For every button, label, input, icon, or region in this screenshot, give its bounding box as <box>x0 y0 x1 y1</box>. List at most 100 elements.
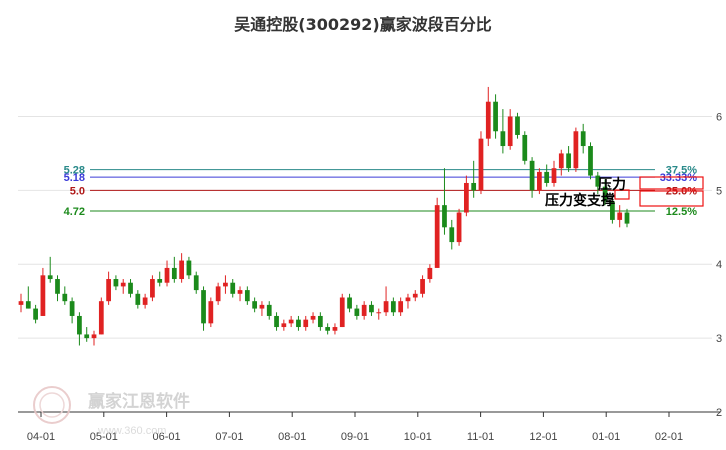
x-tick-label: 08-01 <box>278 431 306 443</box>
candle-body <box>566 153 571 169</box>
annotation-pressure-to-support: 压力变支撑 <box>545 192 615 209</box>
candle-body <box>558 153 564 169</box>
candle-body <box>77 315 82 335</box>
candle-body <box>464 182 469 213</box>
candle-body <box>223 282 228 287</box>
candle-body <box>84 334 90 339</box>
candle-body <box>500 131 506 147</box>
candle-body <box>91 334 97 339</box>
chart-title: 吴通控股(300292)赢家波段百分比 <box>234 15 491 34</box>
candle-body <box>244 290 250 302</box>
candle-body <box>55 279 60 294</box>
candlestick-series <box>18 86 630 346</box>
y-tick-label: 3 <box>716 333 722 345</box>
candle-body <box>537 171 542 191</box>
x-tick-label: 04-01 <box>27 431 55 443</box>
candle-body <box>390 301 396 313</box>
watermark: 赢家江恩软件 www.360.com <box>33 386 190 437</box>
x-tick-label: 05-01 <box>90 431 118 443</box>
candle-body <box>602 186 608 202</box>
candle-body <box>456 212 462 243</box>
candle-body <box>171 267 177 280</box>
x-tick-label: 07-01 <box>215 431 243 443</box>
candle-body <box>449 227 455 243</box>
candle-body <box>128 282 133 294</box>
candle-body <box>398 301 404 313</box>
y-tick-label: 6 <box>716 111 722 123</box>
candle-body <box>237 290 243 294</box>
y-axis: 2 3 4 5 6 <box>716 111 722 419</box>
candle-body <box>281 323 287 328</box>
candle-body <box>412 293 418 298</box>
candle-body <box>179 260 184 280</box>
percentage-levels: 5.28 37.5%5.18 33.33%5.0 25.0%4.72 12.5% <box>64 165 698 218</box>
x-tick-label: 02-01 <box>655 431 683 443</box>
x-tick-label: 12-01 <box>529 431 557 443</box>
annotation-marker <box>614 189 630 200</box>
level-value-label: 5.28 <box>64 165 85 177</box>
candle-body <box>551 168 557 183</box>
candle-body <box>33 308 38 320</box>
candle-body <box>193 275 199 291</box>
candle-body <box>405 297 411 302</box>
level-percent-label: 37.5% <box>666 165 697 177</box>
candle-body <box>339 297 345 328</box>
candle-body <box>157 279 163 283</box>
candle-body <box>369 304 374 313</box>
candle-body <box>485 101 491 139</box>
candle-body <box>266 304 272 316</box>
candle-body <box>493 101 498 132</box>
candle-body <box>310 315 316 320</box>
level-value-label: 4.72 <box>64 206 85 218</box>
candle-body <box>529 160 535 191</box>
candle-body <box>25 301 31 309</box>
candle-body <box>347 297 352 309</box>
candle-body <box>478 138 484 191</box>
candle-body <box>252 301 258 309</box>
candle-body <box>47 275 53 280</box>
candle-body <box>18 301 24 305</box>
y-tick-label: 4 <box>716 259 722 271</box>
candle-body <box>69 301 75 316</box>
candle-body <box>135 293 141 305</box>
candle-body <box>624 212 630 224</box>
candle-body <box>98 301 104 335</box>
candle-body <box>434 205 440 268</box>
y-tick-label: 5 <box>716 185 722 197</box>
candle-body <box>471 182 477 191</box>
candle-body <box>427 267 433 280</box>
candle-body <box>354 308 360 316</box>
pct-box-upper <box>639 176 704 190</box>
candle-body <box>230 282 236 294</box>
watermark-text: 赢家江恩软件 <box>88 391 190 412</box>
candle-body <box>113 279 119 287</box>
x-tick-label: 09-01 <box>341 431 369 443</box>
level-value-label: 5.18 <box>64 172 85 184</box>
candle-body <box>515 116 520 135</box>
level-value-label: 5.0 <box>70 185 85 197</box>
candle-body <box>544 171 550 183</box>
candle-body <box>442 205 447 228</box>
candle-body <box>317 315 323 328</box>
watermark-logo-inner <box>39 392 65 418</box>
candle-body <box>588 146 593 176</box>
candle-body <box>376 312 382 314</box>
candle-body <box>573 131 579 169</box>
level-percent-label: 12.5% <box>666 206 697 218</box>
candle-body <box>259 304 265 309</box>
candle-body <box>120 282 126 287</box>
candle-body <box>201 290 206 324</box>
candle-body <box>274 315 279 328</box>
candle-body <box>40 275 46 316</box>
candle-body <box>595 175 601 187</box>
candle-body <box>288 319 294 324</box>
candle-body <box>617 212 623 220</box>
watermark-url: www.360.com <box>97 425 166 437</box>
candle-body <box>186 260 192 276</box>
x-tick-label: 10-01 <box>404 431 432 443</box>
candle-body <box>303 319 309 328</box>
candle-body <box>62 293 68 302</box>
candle-body <box>580 131 586 147</box>
candle-body <box>150 279 155 298</box>
candle-body <box>164 267 170 283</box>
